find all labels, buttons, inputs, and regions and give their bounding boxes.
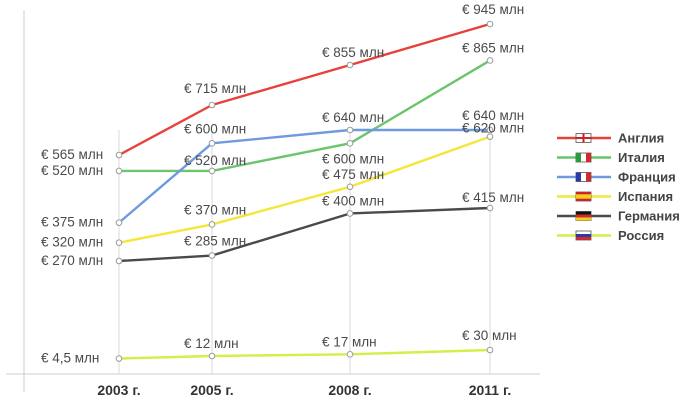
data-point (115, 257, 123, 265)
legend-item: Россия (557, 228, 664, 243)
series-line-3 (118, 128, 490, 224)
legend-label: Франция (618, 170, 676, 185)
data-label: € 640 млн (322, 110, 384, 125)
data-point (346, 351, 354, 358)
data-label: € 30 млн (462, 328, 517, 343)
data-point (486, 204, 494, 212)
data-point (346, 183, 354, 191)
data-point (115, 167, 123, 175)
series-line-4 (118, 135, 491, 244)
data-label: € 12 млн (184, 336, 239, 351)
x-tick-label: 2011 г. (469, 382, 512, 398)
data-point (346, 140, 354, 147)
data-point (208, 167, 216, 175)
data-label: € 285 млн (184, 234, 246, 249)
data-label: € 855 млн (322, 45, 384, 60)
data-point (115, 219, 123, 226)
data-point (486, 133, 494, 140)
data-label: € 640 млн (462, 108, 524, 123)
data-point (346, 126, 354, 134)
data-label: € 620 млн (462, 121, 524, 136)
data-label: € 520 млн (184, 153, 246, 168)
series-line-5 (118, 206, 491, 263)
data-point (208, 140, 216, 147)
data-label: € 865 млн (462, 40, 524, 55)
legend-item: Италия (557, 150, 665, 165)
data-labels: € 565 млн € 715 млн € 855 млн € 945 млн € 52… (41, 2, 524, 366)
data-point (346, 61, 354, 69)
x-tick-label: 2005 г. (190, 382, 233, 398)
data-point (208, 221, 216, 228)
chart-grid (6, 10, 540, 392)
x-axis-ticks: 2003 г. 2005 г. 2008 г. 2011 г. (97, 382, 511, 398)
data-label: € 415 млн (462, 190, 524, 205)
data-label: € 475 млн (322, 167, 384, 182)
data-label: € 945 млн (462, 2, 524, 17)
legend-item: Испания (557, 189, 673, 204)
series-line-1 (118, 22, 491, 157)
data-point (115, 151, 123, 159)
legend-label: Италия (618, 150, 665, 165)
data-point (208, 352, 216, 360)
data-label: € 400 млн (322, 193, 384, 208)
legend: Англия Италия Франция Испания Германия Россия (557, 131, 680, 243)
data-label: € 715 млн (184, 81, 246, 96)
data-point (208, 101, 216, 109)
legend-label: Англия (618, 131, 664, 146)
legend-item: Германия (557, 209, 680, 224)
data-point (486, 57, 494, 64)
series-line-2 (119, 59, 491, 173)
series-line-6 (118, 348, 491, 360)
data-point (486, 20, 494, 28)
legend-label: Германия (618, 209, 680, 224)
data-label: € 17 млн (322, 334, 377, 349)
data-label: € 4,5 млн (41, 351, 99, 366)
data-point (115, 239, 123, 247)
data-point (115, 355, 123, 362)
x-tick-label: 2003 г. (97, 382, 140, 398)
data-label: € 520 млн (41, 163, 103, 178)
data-point (486, 126, 494, 134)
data-label: € 320 млн (41, 235, 103, 250)
legend-item: Франция (557, 170, 676, 185)
data-label: € 375 млн (41, 215, 103, 230)
legend-label: Испания (618, 189, 673, 204)
data-label: € 565 млн (41, 147, 103, 162)
data-point (486, 346, 494, 354)
legend-item: Англия (557, 131, 664, 146)
x-tick-label: 2008 г. (328, 382, 371, 398)
data-label: € 600 млн (322, 151, 384, 166)
data-label: € 370 млн (184, 202, 246, 217)
data-points (115, 20, 494, 362)
data-point (346, 210, 354, 217)
legend-label: Россия (618, 228, 664, 243)
data-point (208, 252, 216, 259)
data-label: € 600 млн (184, 121, 246, 136)
data-label: € 270 млн (41, 253, 103, 268)
series-lines (118, 22, 491, 360)
